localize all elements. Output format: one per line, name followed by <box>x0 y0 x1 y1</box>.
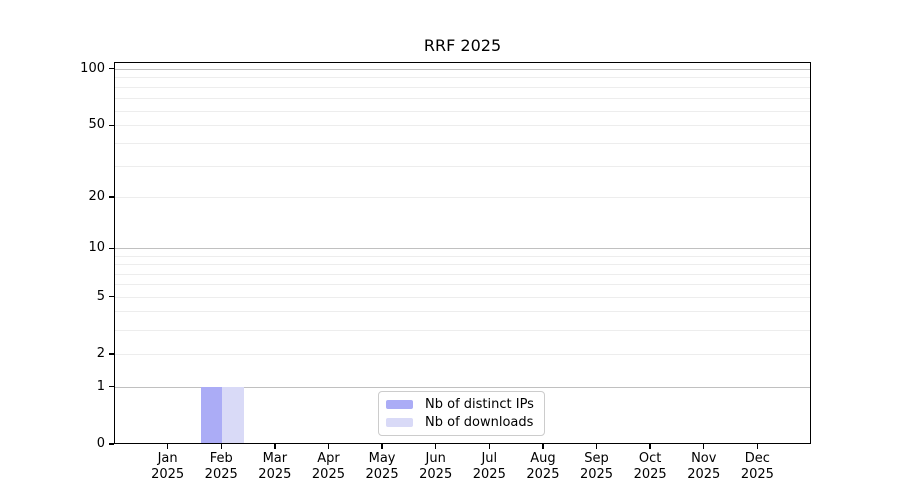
x-tick-mark-mar <box>274 444 276 449</box>
y-tick-mark-2 <box>109 353 114 355</box>
y-tick-mark-20 <box>109 196 114 198</box>
x-tick-mark-dec <box>756 444 759 449</box>
y-tick-mark-0 <box>109 443 114 445</box>
y-tick-label-2: 2 <box>96 345 105 361</box>
x-tick-mark-oct <box>649 444 651 449</box>
x-tick-label-jan: Jan 2025 <box>151 451 185 482</box>
x-tick-label-apr: Apr 2025 <box>311 451 345 482</box>
bar-feb-distinct-ips <box>200 386 223 443</box>
legend-item-distinct-ips: Nb of distinct IPs <box>386 397 537 412</box>
gridline-y-2 <box>115 353 810 355</box>
x-tick-mark-aug <box>542 444 544 449</box>
x-tick-label-sep: Sep 2025 <box>579 451 614 482</box>
y-tick-mark-5 <box>109 295 114 298</box>
x-tick-mark-nov <box>703 444 705 449</box>
gridline-y-9 <box>115 255 810 257</box>
chart-title: RRF 2025 <box>423 36 502 55</box>
y-tick-label-1: 1 <box>96 378 105 394</box>
x-tick-mark-feb <box>220 444 222 449</box>
legend: Nb of distinct IPs Nb of downloads <box>378 391 545 436</box>
x-tick-label-jun: Jun 2025 <box>419 451 453 482</box>
x-tick-mark-jan <box>166 444 169 449</box>
x-tick-mark-jul <box>488 444 490 449</box>
plot-area <box>114 62 811 444</box>
x-tick-mark-may <box>381 444 383 449</box>
y-tick-label-20: 20 <box>88 188 105 204</box>
gridline-y-1 <box>115 386 810 388</box>
legend-swatch-distinct-ips <box>386 400 413 410</box>
x-tick-label-dec: Dec 2025 <box>740 451 774 482</box>
gridline-y-40 <box>115 143 810 145</box>
gridline-y-8 <box>115 264 810 266</box>
x-tick-mark-sep <box>595 444 598 449</box>
y-tick-label-10: 10 <box>88 240 105 256</box>
gridline-y-3 <box>115 329 810 331</box>
gridline-y-30 <box>115 165 810 167</box>
y-tick-label-5: 5 <box>96 288 105 304</box>
gridline-y-70 <box>115 98 810 100</box>
gridline-y-20 <box>115 196 810 198</box>
gridline-y-5 <box>115 296 810 298</box>
x-tick-mark-jun <box>434 444 437 449</box>
legend-label-downloads: Nb of downloads <box>425 414 534 430</box>
gridline-y-100 <box>115 68 810 70</box>
y-tick-mark-50 <box>109 124 114 126</box>
legend-label-distinct-ips: Nb of distinct IPs <box>425 397 534 413</box>
gridline-y-80 <box>115 87 810 89</box>
y-tick-mark-10 <box>109 247 114 249</box>
gridline-y-6 <box>115 284 810 286</box>
x-tick-label-jul: Jul 2025 <box>472 451 506 482</box>
y-tick-label-100: 100 <box>80 60 105 76</box>
x-tick-mark-apr <box>327 444 330 449</box>
gridline-y-90 <box>115 77 810 79</box>
x-tick-label-feb: Feb 2025 <box>204 451 238 482</box>
x-tick-label-nov: Nov 2025 <box>687 451 721 482</box>
bar-feb-downloads <box>222 386 244 443</box>
legend-swatch-downloads <box>386 417 413 427</box>
x-tick-label-oct: Oct 2025 <box>633 451 667 482</box>
gridline-y-60 <box>115 110 810 112</box>
legend-item-downloads: Nb of downloads <box>386 415 537 430</box>
x-tick-label-mar: Mar 2025 <box>258 451 292 482</box>
y-tick-label-50: 50 <box>88 117 105 133</box>
x-tick-label-may: May 2025 <box>365 451 399 482</box>
gridline-y-4 <box>115 311 810 313</box>
gridline-y-7 <box>115 273 810 275</box>
gridline-y-10 <box>115 248 810 250</box>
y-tick-mark-1 <box>109 386 114 388</box>
x-tick-label-aug: Aug 2025 <box>526 451 560 482</box>
gridline-y-50 <box>115 125 810 127</box>
y-tick-mark-100 <box>109 68 114 70</box>
y-tick-label-0: 0 <box>96 436 105 451</box>
